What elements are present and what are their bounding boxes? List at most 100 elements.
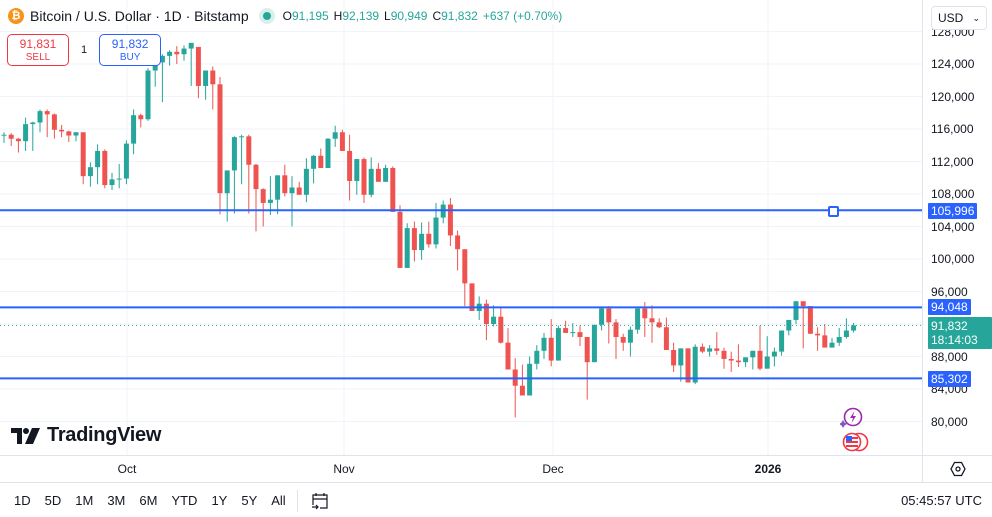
us-economic-event-icon[interactable]: [842, 432, 869, 452]
bitcoin-icon: ₿: [8, 8, 24, 24]
candle: [527, 356, 533, 396]
candle: [404, 223, 410, 268]
candle: [779, 330, 785, 356]
candle: [800, 301, 806, 349]
bar-countdown: 18:14:03: [931, 333, 978, 347]
candle: [375, 163, 381, 182]
candle: [66, 130, 72, 142]
range-1m[interactable]: 1M: [75, 493, 94, 508]
candle: [102, 149, 108, 189]
range-ytd[interactable]: YTD: [171, 493, 198, 508]
chart-settings-button[interactable]: [922, 455, 992, 483]
candle: [505, 328, 511, 370]
candle: [210, 66, 216, 110]
time-axis[interactable]: Oct Nov Dec 2026: [0, 455, 922, 483]
utc-clock[interactable]: 05:45:57 UTC: [901, 493, 982, 508]
candle: [339, 129, 345, 151]
range-1y[interactable]: 1Y: [211, 493, 228, 508]
candle: [311, 155, 317, 184]
candle: [519, 364, 525, 396]
candle: [548, 319, 554, 367]
candlestick-chart[interactable]: [0, 0, 922, 455]
candle: [296, 181, 302, 195]
candle: [87, 162, 93, 187]
price-tick: 120,000: [931, 89, 975, 104]
candle: [591, 324, 597, 363]
candle: [30, 121, 36, 151]
horizontal-line-handle[interactable]: [828, 206, 839, 217]
candle: [123, 140, 129, 185]
candle: [80, 132, 86, 185]
market-status-icon[interactable]: [258, 8, 275, 24]
candle: [455, 230, 461, 271]
candle: [419, 222, 425, 260]
candle: [599, 307, 605, 331]
candle: [289, 176, 295, 227]
price-tick: 104,000: [931, 219, 975, 234]
range-5d[interactable]: 5D: [44, 493, 62, 508]
current-price-tag: 91,832 18:14:03: [928, 317, 992, 349]
buy-label: BUY: [119, 52, 141, 63]
candle: [757, 325, 763, 371]
candle: [699, 343, 705, 354]
candle: [411, 221, 417, 262]
candle: [822, 324, 828, 348]
candle: [771, 347, 777, 367]
candle: [462, 249, 468, 307]
hline-price-tag-85302: 85,302: [928, 371, 971, 387]
range-5y[interactable]: 5Y: [241, 493, 258, 508]
goto-date-calendar-icon[interactable]: [310, 491, 330, 511]
bottom-toolbar: 1D 5D 1M 3M 6M YTD 1Y 5Y All 05:45:57 UT…: [0, 484, 992, 517]
price-axis[interactable]: USD ⌄ 128,000 124,000 120,000 116,000 112,00…: [922, 0, 992, 455]
candle: [95, 144, 101, 185]
gear-icon: [949, 461, 966, 477]
price-tick: 124,000: [931, 57, 975, 71]
range-all[interactable]: All: [271, 493, 286, 508]
candle: [426, 221, 432, 248]
candle: [354, 159, 360, 195]
tradingview-logo[interactable]: TradingView: [11, 424, 161, 447]
candle: [347, 134, 353, 201]
order-quantity[interactable]: 1: [81, 44, 88, 56]
symbol-title[interactable]: Bitcoin / U.S. Dollar · 1D · Bitstamp: [30, 8, 249, 24]
candle: [483, 299, 489, 341]
candle: [109, 172, 115, 190]
candle: [145, 68, 151, 121]
candle: [8, 133, 14, 147]
candle: [260, 188, 266, 227]
tradingview-logo-icon: [11, 427, 40, 444]
currency-select[interactable]: USD ⌄: [931, 6, 987, 30]
candle: [735, 344, 741, 368]
candle: [786, 319, 792, 336]
ohlc-high: H92,139: [333, 9, 380, 23]
candle: [671, 342, 677, 372]
range-6m[interactable]: 6M: [139, 493, 158, 508]
candle: [728, 351, 734, 372]
candle: [267, 176, 273, 216]
candle: [707, 345, 713, 357]
sell-button[interactable]: 91,831 SELL: [7, 34, 69, 66]
candle: [541, 332, 547, 359]
candle: [793, 301, 799, 324]
candle: [325, 137, 331, 168]
buy-button[interactable]: 91,832 BUY: [99, 34, 162, 66]
toolbar-divider: [296, 489, 298, 512]
sell-label: SELL: [25, 52, 51, 63]
candle: [44, 109, 50, 138]
candle: [282, 164, 288, 197]
candle: [555, 325, 561, 361]
range-1d[interactable]: 1D: [14, 493, 31, 508]
candle: [627, 326, 633, 357]
chart-pane[interactable]: [0, 0, 922, 455]
candle: [23, 117, 29, 151]
trade-buttons: 91,831 SELL 1 91,832 BUY: [7, 34, 162, 66]
candle: [239, 134, 245, 185]
candle: [750, 350, 756, 370]
range-3m[interactable]: 3M: [107, 493, 126, 508]
lightning-event-icon[interactable]: [839, 407, 863, 429]
candle: [368, 157, 374, 198]
price-tick: 96,000: [931, 284, 968, 299]
candle: [231, 136, 237, 214]
candle: [383, 164, 389, 182]
price-tick: 100,000: [931, 252, 975, 266]
